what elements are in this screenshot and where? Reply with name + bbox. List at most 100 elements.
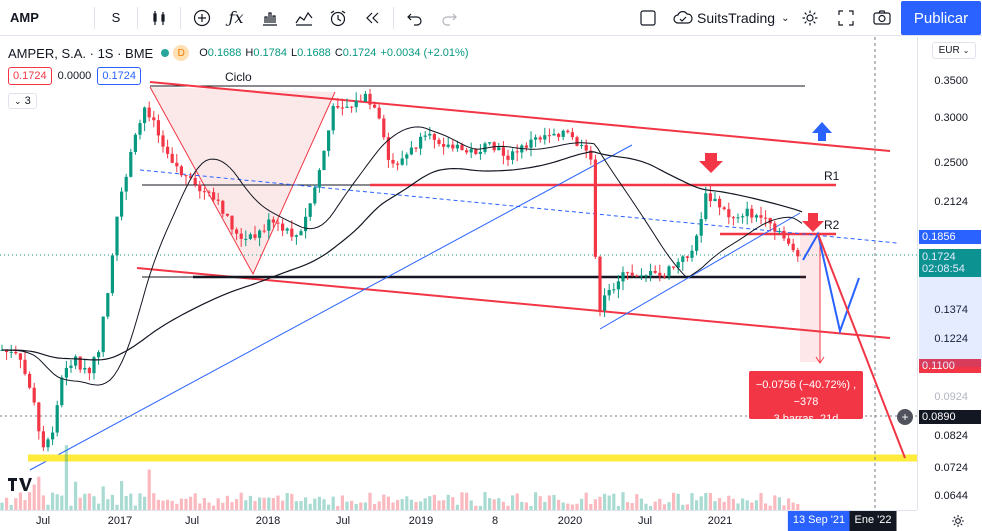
volume-bar [87, 493, 91, 510]
channel-upper-trendline[interactable] [149, 81, 891, 152]
snapshot-camera-icon[interactable] [865, 0, 899, 36]
candle-body [225, 213, 229, 216]
blue-trendline-recent[interactable] [599, 212, 801, 330]
interval-button[interactable]: S [111, 10, 121, 25]
red-projection-line[interactable] [817, 233, 906, 459]
down-arrow-marker-r1[interactable] [699, 153, 723, 173]
price-tick-faded: 0.0924 [934, 391, 968, 403]
candle-body [584, 144, 588, 151]
settings-gear-icon[interactable] [793, 0, 827, 36]
add-price-line-icon[interactable]: + [897, 409, 913, 425]
volume-bar [455, 504, 459, 510]
buy-price-button[interactable]: 0.1724 [97, 67, 141, 85]
fullscreen-icon[interactable] [829, 0, 863, 36]
candle-body [612, 289, 616, 291]
candle-body [446, 144, 450, 147]
chart-pane[interactable]: AMPER, S.A. · 1S · BME D O0.1688 H0.1784… [0, 37, 917, 510]
r1-label[interactable]: R1 [824, 169, 840, 183]
redo-icon[interactable] [432, 0, 466, 36]
volume-bar [377, 501, 381, 510]
blue-projection-zigzag[interactable] [802, 231, 860, 335]
delayed-data-badge[interactable]: D [173, 45, 190, 61]
ciclo-label[interactable]: Ciclo [225, 70, 252, 84]
volume-bar [501, 501, 505, 510]
axis-settings-gear-icon[interactable] [948, 511, 968, 531]
candle-body [506, 155, 510, 160]
volume-bar [14, 498, 18, 510]
volume-bar [354, 503, 358, 510]
volume-bar [570, 504, 574, 510]
r2-label[interactable]: R2 [824, 218, 840, 232]
candle-body [363, 93, 367, 102]
candle-body [129, 152, 133, 177]
down-arrow-marker-r2[interactable] [802, 213, 824, 232]
volume-bar [561, 502, 565, 510]
candle-body [538, 137, 542, 140]
tradingview-logo[interactable] [8, 478, 32, 497]
price-axis[interactable]: EUR ⌄ 0.3500 0.3000 0.2500 0.2124 0.1856… [917, 37, 982, 510]
volume-bar [764, 503, 768, 510]
candle-body [64, 367, 68, 378]
candle-body [603, 295, 607, 311]
symbol-search-button[interactable]: AMP [10, 10, 39, 25]
volume-bar [653, 501, 657, 510]
volume-bar [216, 498, 220, 510]
candle-body [69, 365, 73, 368]
time-tick: 2020 [557, 515, 583, 527]
volume-bar [271, 498, 275, 510]
layout-square-icon[interactable] [631, 0, 665, 36]
candle-body [313, 187, 317, 204]
candle-body [437, 139, 441, 144]
indicators-fx-icon[interactable]: ƒx [228, 8, 244, 27]
candle-body [653, 270, 657, 273]
time-tick: Jul [335, 515, 351, 527]
measure-line-1: −0.0756 (−40.72%) , −378 [755, 379, 857, 408]
candle-body [60, 377, 64, 406]
price-range-measure-box[interactable]: −0.0756 (−40.72%) , −378 3 barras, 21d [749, 371, 863, 425]
candlestick-series[interactable] [0, 89, 800, 452]
alert-clock-icon[interactable] [321, 0, 355, 36]
volume-bar [386, 496, 390, 510]
volume-bar [474, 505, 478, 510]
candle-body [175, 162, 179, 167]
currency-selector[interactable]: EUR ⌄ [932, 42, 976, 59]
compare-add-symbol-icon[interactable] [185, 0, 219, 36]
undo-icon[interactable] [398, 0, 432, 36]
candle-body [791, 243, 795, 251]
price-chart[interactable] [0, 37, 917, 510]
volume-bar [244, 500, 248, 510]
templates-icon[interactable] [287, 0, 321, 36]
indicators-toggle[interactable]: ⌄ 3 [8, 93, 37, 109]
financials-icon[interactable] [253, 0, 287, 36]
high-value: 0.1784 [253, 47, 288, 59]
broker-account-button[interactable]: SuitsTrading ⌄ [673, 0, 789, 36]
candle-body [382, 118, 386, 138]
volume-bar [41, 495, 45, 510]
candle-body [336, 105, 340, 108]
time-tick: 2017 [107, 515, 133, 527]
publish-button[interactable]: Publicar [901, 1, 981, 35]
up-arrow-marker[interactable] [812, 122, 832, 141]
candle-body [543, 135, 547, 140]
channel-lower-trendline[interactable] [136, 267, 891, 339]
volume-bar [428, 496, 432, 510]
volume-bar [603, 493, 607, 510]
quote-row: 0.1724 0.0000 0.1724 [8, 67, 147, 85]
moving-average-long [2, 151, 803, 361]
volume-bar [32, 484, 36, 510]
volume-bar [83, 493, 87, 510]
volume-bar [409, 499, 413, 510]
candles-chart-type-icon[interactable] [142, 0, 176, 36]
price-tag-current: 0.1724 02:08:54 [919, 249, 981, 277]
volume-bar [405, 496, 409, 510]
low-key: L [291, 47, 298, 59]
candle-body [488, 142, 492, 144]
volume-bar [598, 496, 602, 510]
time-axis[interactable]: Jul 2017 Jul 2018 Jul 2019 8 2020 Jul 20… [0, 510, 917, 531]
candle-body [552, 133, 556, 136]
moving-average-short [2, 126, 803, 386]
candle-body [124, 176, 128, 192]
candle-body [649, 270, 653, 276]
sell-price-button[interactable]: 0.1724 [8, 67, 52, 85]
replay-icon[interactable] [355, 0, 389, 36]
